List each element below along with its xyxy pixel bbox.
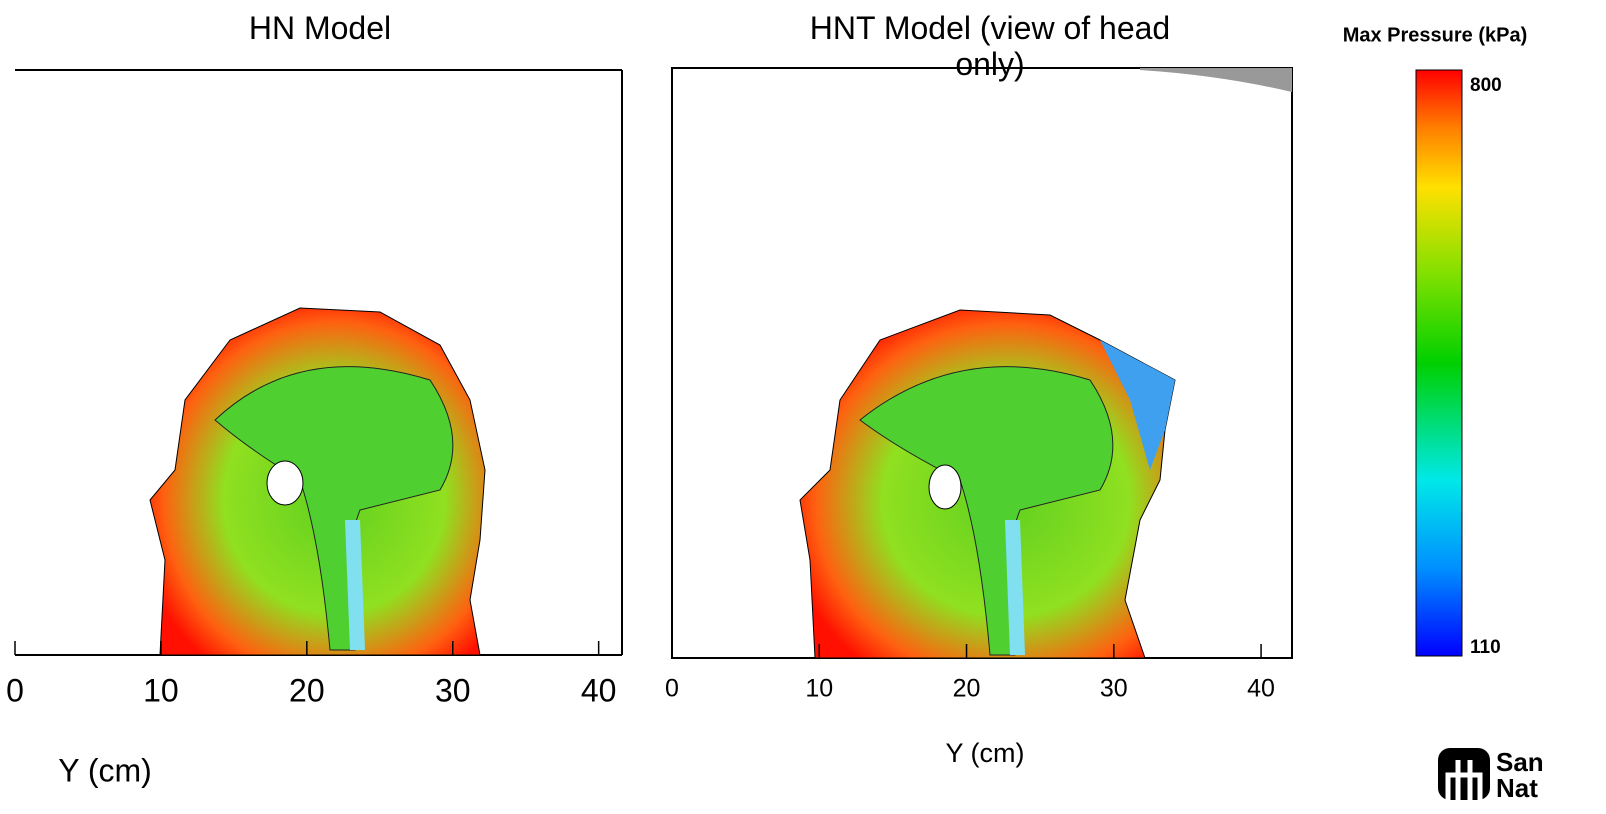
- panel-title: HNT Model (view of head only): [809, 10, 1171, 82]
- logo-text: San: [1496, 747, 1544, 777]
- x-axis-label: Y (cm): [58, 752, 152, 788]
- colorbar: [1415, 69, 1463, 657]
- speckle: [1140, 68, 1292, 92]
- logo-icon: [1445, 760, 1483, 800]
- x-tick-label: 20: [289, 672, 325, 708]
- logo-text: Nat: [1496, 773, 1538, 803]
- x-tick-label: 20: [953, 675, 981, 703]
- x-axis-label: Y (cm): [946, 738, 1025, 768]
- x-tick-label: 40: [581, 672, 617, 708]
- x-tick-label: 0: [6, 672, 24, 708]
- colorbar-max: 800: [1470, 75, 1502, 96]
- x-tick-label: 40: [1247, 675, 1275, 703]
- spine-image: [345, 520, 365, 650]
- hair-image: [1100, 340, 1175, 470]
- x-tick-label: 30: [435, 672, 471, 708]
- colorbar-title: Max Pressure (kPa): [1343, 24, 1528, 46]
- cavity: [928, 464, 962, 510]
- spine-image: [1005, 520, 1025, 655]
- colorbar-min: 110: [1470, 637, 1501, 658]
- x-tick-label: 10: [143, 672, 179, 708]
- x-tick-label: 10: [805, 675, 833, 703]
- panel-title: HN Model: [248, 10, 392, 46]
- x-tick-label: 30: [1100, 675, 1128, 703]
- x-tick-label: 0: [665, 675, 679, 703]
- cavity: [266, 460, 304, 506]
